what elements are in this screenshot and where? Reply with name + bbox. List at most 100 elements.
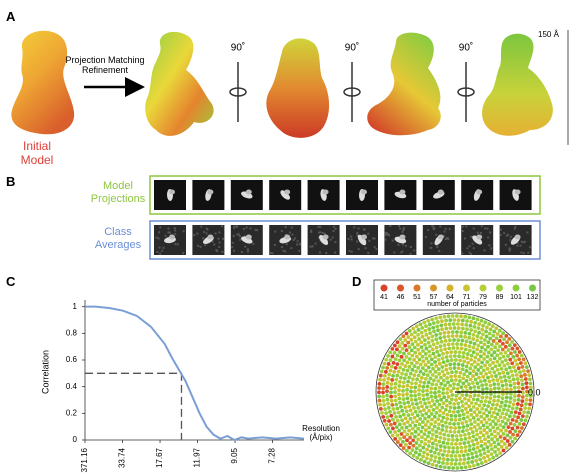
sphere-dot [453, 366, 457, 370]
noise [239, 235, 241, 237]
sphere-dot [499, 415, 503, 419]
sphere-dot [398, 437, 402, 441]
sphere-dot [453, 362, 457, 366]
sphere-dot [465, 356, 469, 360]
sphere-dot [416, 414, 420, 418]
sphere-dot [382, 399, 386, 403]
sphere-dot [419, 430, 423, 434]
sphere-dot [442, 395, 446, 399]
noise [351, 251, 353, 253]
sphere-dot [508, 414, 512, 418]
particle [361, 190, 367, 195]
sphere-dot [381, 415, 385, 419]
noise [231, 246, 233, 248]
sphere-dot [463, 315, 467, 319]
noise [312, 245, 314, 247]
sphere-dot [438, 409, 442, 413]
noise [466, 247, 468, 249]
sphere-dot [439, 436, 443, 440]
sphere-dot [377, 386, 381, 390]
sphere-dot [416, 348, 420, 352]
noise [270, 252, 272, 254]
sphere-dot [515, 419, 519, 423]
sphere-dot [451, 446, 455, 450]
sphere-dot [486, 367, 490, 371]
sphere-dot [511, 355, 515, 359]
sphere-dot [467, 315, 471, 319]
sphere-dot [399, 376, 403, 380]
noise [299, 243, 301, 245]
sphere-dot [460, 421, 464, 425]
sphere-dot [431, 442, 435, 446]
sphere-dot [398, 380, 402, 384]
particle [284, 235, 290, 240]
sphere-dot [381, 395, 385, 399]
sphere-dot [445, 454, 449, 458]
sphere-dot [434, 375, 438, 379]
sphere-dot [424, 377, 428, 381]
sphere-dot [434, 430, 438, 434]
sphere-dot [441, 391, 445, 395]
sphere-dot [443, 445, 447, 449]
sphere-dot [473, 393, 477, 397]
sphere-dot [493, 386, 497, 390]
sphere-dot [493, 395, 497, 399]
sphere-dot [389, 423, 393, 427]
sphere-dot [471, 346, 475, 350]
sphere-dot [499, 351, 503, 355]
noise [314, 243, 316, 245]
noise [401, 231, 403, 233]
noise [349, 250, 351, 252]
noise [500, 234, 502, 236]
sphere-dot [397, 392, 401, 396]
sphere-dot [464, 323, 468, 327]
sphere-dot [479, 355, 483, 359]
sphere-dot [525, 398, 529, 402]
sphere-dot [427, 415, 431, 419]
sphere-dot [414, 340, 418, 344]
sphere-dot [411, 448, 415, 452]
sphere-dot [468, 448, 472, 452]
sphere-dot [429, 405, 433, 409]
sphere-dot [406, 420, 410, 424]
sphere-dot [387, 406, 391, 410]
sphere-dot [502, 425, 506, 429]
sphere-dot [472, 443, 476, 447]
sphere-dot [507, 404, 511, 408]
sphere-dot [383, 419, 387, 423]
sphere-dot [401, 393, 405, 397]
sphere-dot [415, 419, 419, 423]
noise [514, 226, 516, 228]
sphere-dot [524, 418, 528, 422]
sphere-dot [453, 430, 457, 434]
sphere-dot [423, 417, 427, 421]
sphere-dot [431, 399, 435, 403]
sphere-dot [446, 359, 450, 363]
sphere-dot [422, 385, 426, 389]
sphere-dot [430, 357, 434, 361]
sphere-dot [415, 456, 419, 460]
sphere-dot [428, 370, 432, 374]
sphere-dot [427, 365, 431, 369]
sphere-dot [420, 435, 424, 439]
sphere-dot [504, 422, 508, 426]
sphere-dot [460, 400, 464, 404]
sphere-dot [454, 442, 458, 446]
sphere-dot [421, 335, 425, 339]
noise [200, 226, 202, 228]
sphere-dot [435, 434, 439, 438]
noise [402, 229, 404, 231]
noise [330, 239, 332, 241]
sphere-dot [505, 387, 509, 391]
sphere-dot [449, 430, 453, 434]
sphere-dot [481, 396, 485, 400]
sphere-dot [441, 416, 445, 420]
noise [432, 226, 434, 228]
sphere-dot [486, 449, 490, 453]
noise [403, 227, 405, 229]
sphere-dot [408, 441, 412, 445]
sphere-dot [397, 370, 401, 374]
sphere-dot [511, 407, 515, 411]
sphere-dot [521, 365, 525, 369]
sphere-dot [446, 434, 450, 438]
